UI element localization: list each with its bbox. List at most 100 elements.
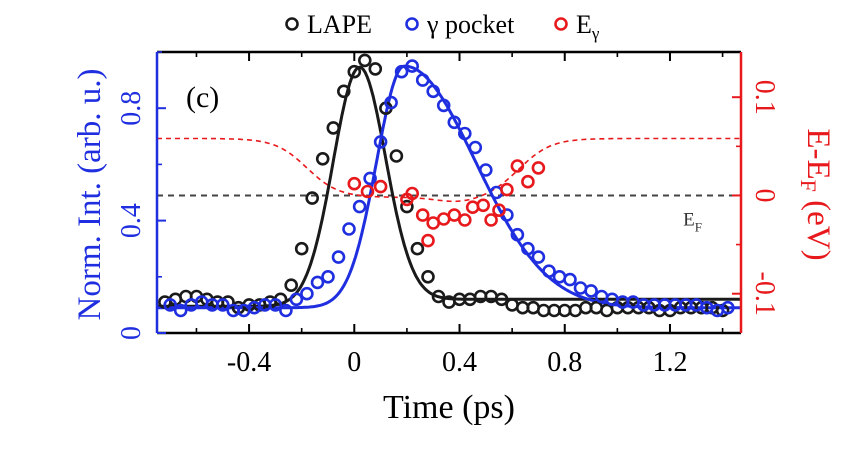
gamma-pocket-point <box>342 222 356 236</box>
right-y-tick-label: 0.1 <box>749 80 780 115</box>
e-gamma-point <box>447 208 462 222</box>
gamma-pocket-point <box>321 269 335 284</box>
e-gamma-point <box>500 182 514 197</box>
e-gamma-point <box>415 208 430 222</box>
right-y-tick-label: -0.1 <box>749 272 780 316</box>
gamma-pocket-point <box>268 298 283 312</box>
legend-label: Eγ <box>576 10 600 43</box>
legend-label-sub: γ <box>591 24 600 43</box>
legend-label: LAPE <box>307 10 372 39</box>
gamma-pocket-point <box>405 59 420 73</box>
gamma-pocket-point <box>300 286 314 301</box>
gamma-pocket-point <box>415 73 430 87</box>
gamma-pocket-point <box>426 84 441 99</box>
gamma-pocket-point <box>173 303 188 318</box>
gamma-pocket-point <box>468 140 483 155</box>
lape-point <box>599 303 614 318</box>
legend-label-main: γ pocket <box>426 10 515 39</box>
legend-item: LAPE <box>285 10 372 39</box>
left-y-axis-title: Norm. Int. (arb. u.) <box>72 68 108 320</box>
e-gamma-point <box>510 159 525 173</box>
ef-label-main: E <box>683 209 695 230</box>
e-gamma-point <box>405 186 420 201</box>
lape-point <box>494 292 509 307</box>
x-tick-label: 1.2 <box>652 347 687 378</box>
gamma-pocket-point <box>457 126 472 141</box>
left-y-tick-label: 0 <box>116 326 147 340</box>
ef-label-sub: F <box>695 219 702 234</box>
ticks: -0.4 0 0.4 0.8 1.2 0 0.4 0.8 -0.1 0 0.1 <box>116 51 780 378</box>
lape-point <box>347 64 362 79</box>
lape-point <box>400 199 414 214</box>
gamma-pocket-point <box>447 115 462 130</box>
e-gamma-point <box>476 198 491 213</box>
e-gamma-trend-line <box>157 137 741 203</box>
gamma-pocket-point <box>531 250 546 264</box>
series-lape <box>158 53 730 318</box>
e-gamma-point <box>492 203 506 217</box>
e-gamma-point <box>421 233 435 248</box>
lape-point <box>315 152 330 166</box>
guide-lines: EF <box>157 137 741 234</box>
lape-point <box>284 278 299 293</box>
legend-item: Eγ <box>554 10 600 43</box>
right-y-tick-label: 0 <box>749 188 780 202</box>
gamma-pocket-point <box>363 171 377 186</box>
e-gamma-point <box>531 161 546 175</box>
e-gamma-point <box>373 179 388 194</box>
lape-point <box>368 62 383 76</box>
legend-marker <box>554 17 568 31</box>
series-e-gamma <box>347 159 546 248</box>
lape-point <box>336 84 351 99</box>
e-gamma-point <box>521 174 535 189</box>
gamma-pocket-point <box>373 135 388 149</box>
right-y-axis-title-sub: F <box>796 180 821 192</box>
right-y-axis-title-main: E-E <box>800 128 836 179</box>
series-gamma-pocket <box>163 59 735 318</box>
x-tick-label: -0.4 <box>227 347 271 378</box>
lape-point <box>294 241 309 256</box>
lape-point <box>505 298 519 312</box>
data-points <box>158 53 735 318</box>
right-y-axis-title-space <box>800 192 836 200</box>
lape-point <box>389 149 404 163</box>
panel-label: (c) <box>186 81 219 114</box>
e-gamma-point <box>347 176 362 191</box>
lape-point <box>421 269 435 284</box>
legend-label: γ pocket <box>426 10 515 39</box>
gamma-pocket-point <box>521 241 535 256</box>
legend-label-main: E <box>576 10 592 39</box>
gamma-pocket-point <box>510 227 525 242</box>
left-y-tick-label: 0.8 <box>116 91 147 126</box>
lape-point <box>305 191 320 205</box>
gamma-pocket-point <box>720 300 735 315</box>
left-y-tick-label: 0.4 <box>116 203 147 238</box>
legend-label-main: LAPE <box>307 10 372 39</box>
gamma-pocket-point <box>331 250 346 264</box>
lape-point <box>410 241 425 256</box>
gamma-pocket-point <box>563 272 577 287</box>
x-axis-title: Time (ps) <box>383 389 515 426</box>
x-tick-label: 0.4 <box>442 347 477 378</box>
legend-marker <box>405 17 419 31</box>
right-y-axis-title: E-EF (eV) <box>796 128 836 260</box>
gamma-pocket-point <box>573 281 588 295</box>
x-tick-label: 0 <box>347 347 361 378</box>
gamma-pocket-point <box>436 98 451 113</box>
e-gamma-point <box>457 213 472 227</box>
e-gamma-point <box>360 184 375 199</box>
legend-marker <box>285 17 299 31</box>
gamma-pocket-point <box>394 64 409 79</box>
ef-label: EF <box>683 209 702 234</box>
x-tick-label: 0.8 <box>547 347 582 378</box>
gamma-pocket-point <box>289 292 304 307</box>
legend: LAPE γ pocket Eγ <box>285 10 600 43</box>
gamma-pocket-point <box>584 284 598 298</box>
plot-frame <box>155 50 743 335</box>
e-gamma-point <box>465 200 480 214</box>
gamma-pocket-point <box>352 199 367 214</box>
gamma-pocket-point <box>216 298 230 312</box>
legend-item: γ pocket <box>405 10 515 39</box>
lape-point <box>431 289 446 304</box>
